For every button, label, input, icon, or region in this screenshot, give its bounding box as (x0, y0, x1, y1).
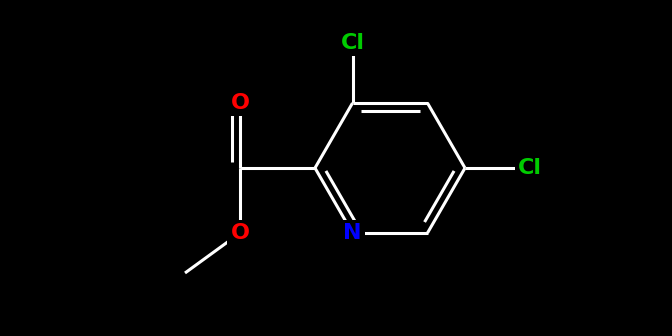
Text: Cl: Cl (341, 33, 364, 53)
Text: O: O (230, 93, 249, 113)
Text: N: N (343, 223, 362, 243)
Text: Cl: Cl (518, 158, 542, 178)
Text: O: O (230, 223, 249, 243)
